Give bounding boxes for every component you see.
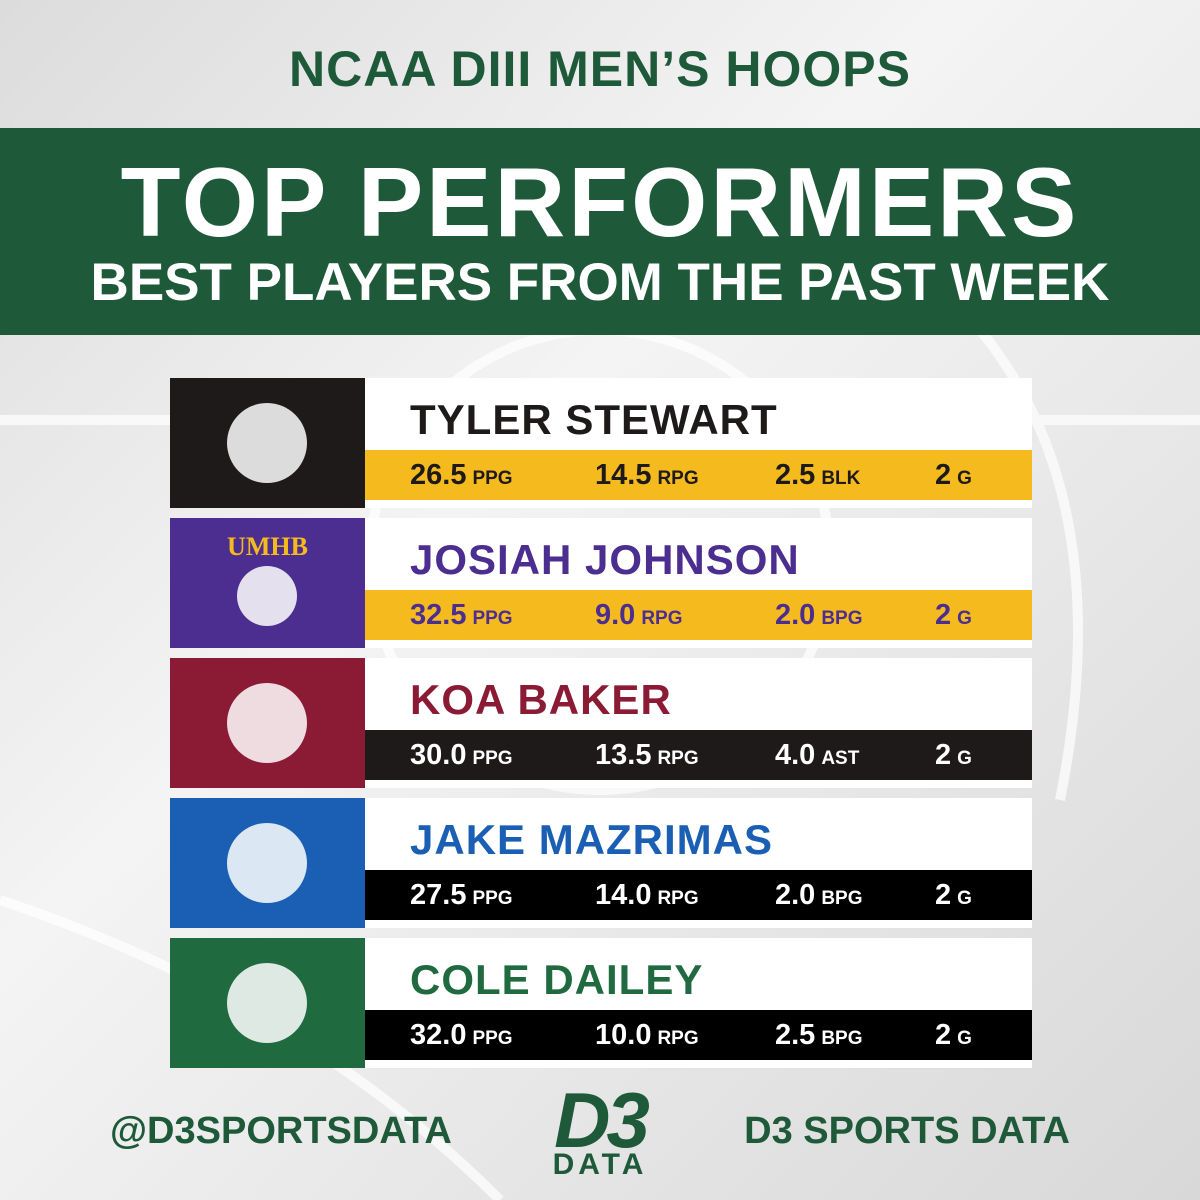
stat-unit: BPG [821, 888, 863, 909]
stat-unit: G [957, 468, 972, 489]
stat-value: 2.5 [775, 1019, 816, 1051]
stat-unit: BPG [821, 608, 863, 629]
team-logo [170, 658, 365, 788]
stat-value: 14.5 [595, 459, 652, 491]
brand: D3 SPORTS DATA [744, 1110, 1070, 1152]
logo-text: UMHB [227, 532, 308, 561]
stat-unit: RPG [657, 1028, 699, 1049]
team-logo [170, 378, 365, 508]
stat-value: 14.0 [595, 879, 652, 911]
stat: 10.0 RPG [595, 1019, 699, 1052]
stat-value: 4.0 [775, 739, 816, 771]
stat-value: 26.5 [410, 459, 467, 491]
stat-unit: G [957, 608, 972, 629]
logo-bottom: DATA [552, 1148, 648, 1181]
banner: TOP PERFORMERS BEST PLAYERS FROM THE PAS… [0, 128, 1200, 335]
stat: 30.0 PPG [410, 739, 513, 772]
subtitle: BEST PLAYERS FROM THE PAST WEEK [90, 253, 1110, 312]
logo-icon [227, 823, 307, 903]
stat-unit: PPG [472, 468, 513, 489]
player-row: KOA BAKER 30.0 PPG 13.5 RPG 4.0 AST 2 G [170, 658, 1032, 788]
team-logo: UMHB [170, 518, 365, 648]
title: TOP PERFORMERS [120, 147, 1080, 257]
stat-unit: PPG [472, 748, 513, 769]
stat-unit: PPG [472, 608, 513, 629]
stat: 9.0 RPG [595, 599, 683, 632]
logo-icon [227, 403, 307, 483]
player-name: TYLER STEWART [410, 396, 778, 443]
stat: 4.0 AST [775, 739, 859, 772]
stat-unit: RPG [657, 888, 699, 909]
stat-value: 2 [935, 459, 952, 491]
stat-value: 27.5 [410, 879, 467, 911]
stat-value: 10.0 [595, 1019, 652, 1051]
stat-unit: RPG [657, 468, 699, 489]
player-name: COLE DAILEY [410, 956, 704, 1003]
stat-value: 2 [935, 739, 952, 771]
stat: 32.0 PPG [410, 1019, 513, 1052]
stat: 2.0 BPG [775, 879, 863, 912]
player-row: COLE DAILEY 32.0 PPG 10.0 RPG 2.5 BPG 2 G [170, 938, 1032, 1068]
stat-bar: 32.5 PPG 9.0 RPG 2.0 BPG 2 G [365, 590, 1032, 640]
stat-unit: G [957, 748, 972, 769]
logo-icon [237, 566, 297, 626]
stat: 2.0 BPG [775, 599, 863, 632]
stat-unit: BPG [821, 1028, 863, 1049]
stat-value: 2.0 [775, 879, 816, 911]
stat-unit: PPG [472, 1028, 513, 1049]
team-logo [170, 938, 365, 1068]
stat-unit: RPG [657, 748, 699, 769]
stat: 13.5 RPG [595, 739, 699, 772]
stat: 14.5 RPG [595, 459, 699, 492]
stat-value: 2 [935, 1019, 952, 1051]
player-row: UMHB JOSIAH JOHNSON 32.5 PPG 9.0 RPG 2.0 BPG 2 G [170, 518, 1032, 648]
stat: 2.5 BLK [775, 459, 860, 492]
stat-unit: PPG [472, 888, 513, 909]
stat-bar: 26.5 PPG 14.5 RPG 2.5 BLK 2 G [365, 450, 1032, 500]
stat-value: 2 [935, 599, 952, 631]
stat-bar: 27.5 PPG 14.0 RPG 2.0 BPG 2 G [365, 870, 1032, 920]
stat-value: 2 [935, 879, 952, 911]
stat: 2.5 BPG [775, 1019, 863, 1052]
stat: 26.5 PPG [410, 459, 513, 492]
stat-bar: 32.0 PPG 10.0 RPG 2.5 BPG 2 G [365, 1010, 1032, 1060]
stat-unit: G [957, 888, 972, 909]
stat: 27.5 PPG [410, 879, 513, 912]
logo-icon [227, 963, 307, 1043]
player-name: JOSIAH JOHNSON [410, 536, 800, 583]
stat-value: 32.5 [410, 599, 467, 631]
stat-bar: 30.0 PPG 13.5 RPG 4.0 AST 2 G [365, 730, 1032, 780]
stat-value: 13.5 [595, 739, 652, 771]
team-logo [170, 798, 365, 928]
player-name: KOA BAKER [410, 676, 672, 723]
handle: @D3SPORTSDATA [110, 1110, 452, 1152]
logo-top: D3 [554, 1076, 650, 1164]
stat-value: 9.0 [595, 599, 636, 631]
stat-value: 30.0 [410, 739, 467, 771]
stat: 14.0 RPG [595, 879, 699, 912]
player-row: JAKE MAZRIMAS 27.5 PPG 14.0 RPG 2.0 BPG 2 G [170, 798, 1032, 928]
stat-unit: AST [821, 748, 860, 769]
stat-value: 32.0 [410, 1019, 467, 1051]
player-name: JAKE MAZRIMAS [410, 816, 774, 863]
stat-unit: BLK [821, 468, 861, 489]
logo-icon [227, 683, 307, 763]
top-heading: NCAA DIII MEN’S HOOPS [289, 41, 911, 97]
stat-unit: G [957, 1028, 972, 1049]
stat-unit: RPG [641, 608, 683, 629]
player-row: TYLER STEWART 26.5 PPG 14.5 RPG 2.5 BLK 2 G [170, 378, 1032, 508]
stat-value: 2.5 [775, 459, 816, 491]
stat: 32.5 PPG [410, 599, 513, 632]
stat-value: 2.0 [775, 599, 816, 631]
